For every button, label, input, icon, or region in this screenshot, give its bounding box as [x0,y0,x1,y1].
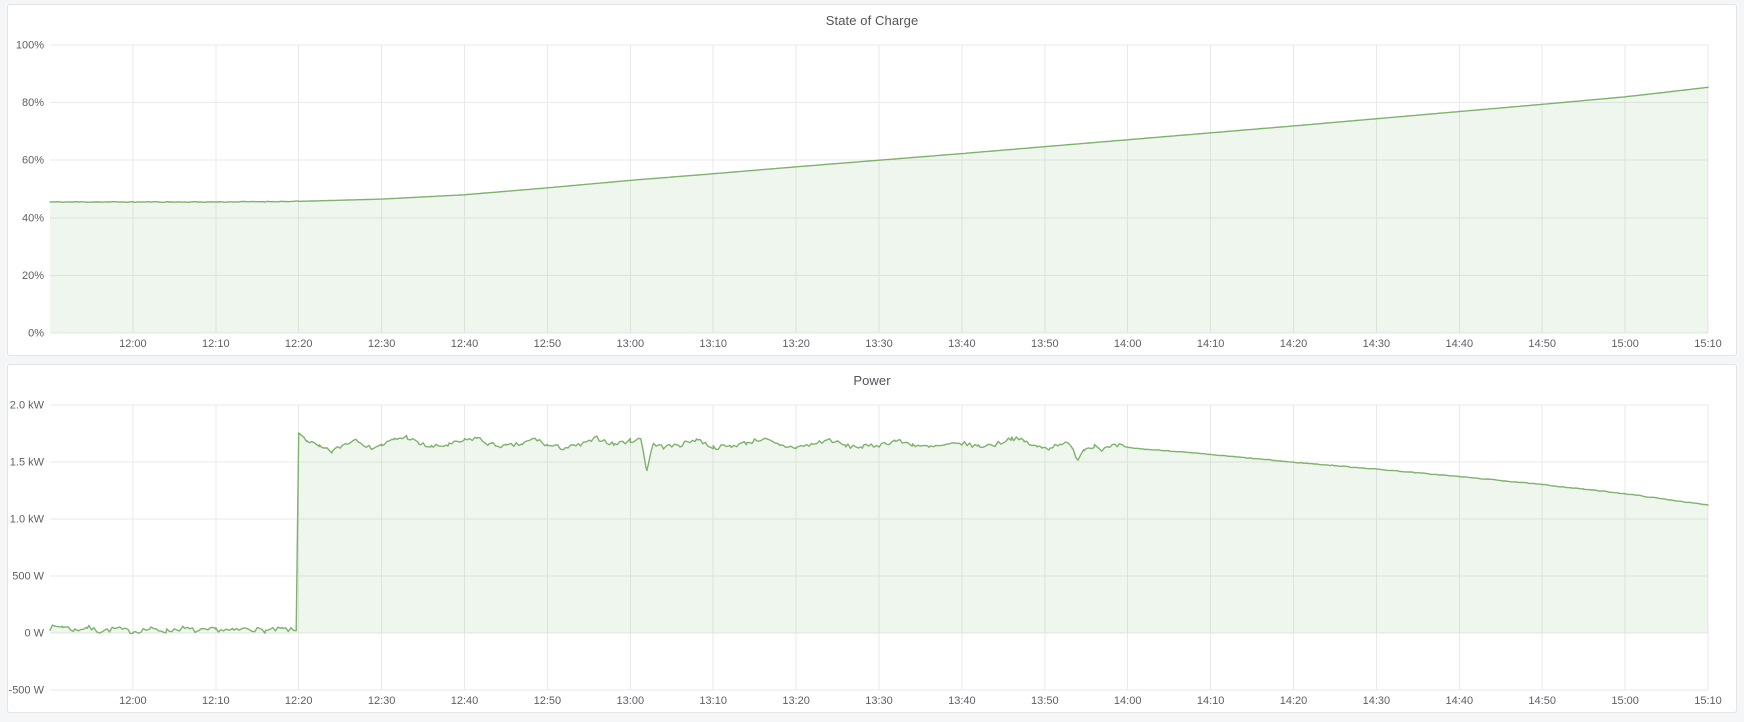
svg-text:14:30: 14:30 [1363,338,1391,350]
svg-text:1.5 kW: 1.5 kW [10,457,45,469]
svg-text:12:30: 12:30 [368,695,396,707]
svg-text:14:40: 14:40 [1446,338,1474,350]
svg-text:14:20: 14:20 [1280,695,1308,707]
svg-text:60%: 60% [22,155,44,167]
svg-text:0 W: 0 W [24,628,44,640]
svg-text:14:40: 14:40 [1446,695,1474,707]
svg-text:12:10: 12:10 [202,695,230,707]
svg-text:14:00: 14:00 [1114,338,1142,350]
svg-text:1.0 kW: 1.0 kW [10,514,45,526]
svg-text:13:10: 13:10 [699,695,727,707]
panel-title[interactable]: State of Charge [825,12,919,28]
svg-text:12:00: 12:00 [119,695,147,707]
svg-text:20%: 20% [22,270,44,282]
svg-text:100%: 100% [16,40,44,52]
svg-text:15:10: 15:10 [1694,338,1722,350]
svg-text:500 W: 500 W [12,571,44,583]
panel-header: State of Charge [8,5,1736,35]
svg-text:12:00: 12:00 [119,338,147,350]
svg-text:12:40: 12:40 [451,695,479,707]
svg-text:13:20: 13:20 [782,695,810,707]
svg-text:12:20: 12:20 [285,338,313,350]
svg-text:13:00: 13:00 [617,695,645,707]
panel-power: Power -500 W 0 W 500 W 1.0 kW 1.5 kW 2.0 kW 12… [7,364,1737,713]
svg-text:13:50: 13:50 [1031,338,1059,350]
svg-text:13:40: 13:40 [948,338,976,350]
svg-text:14:10: 14:10 [1197,695,1225,707]
power-chart-canvas[interactable]: -500 W 0 W 500 W 1.0 kW 1.5 kW 2.0 kW 12:00 12:… [8,395,1736,712]
svg-text:12:10: 12:10 [202,338,230,350]
svg-text:14:50: 14:50 [1528,338,1556,350]
svg-text:14:10: 14:10 [1197,338,1225,350]
panel-header: Power [8,365,1736,395]
svg-text:12:50: 12:50 [534,695,562,707]
svg-text:13:00: 13:00 [617,338,645,350]
state-of-charge-chart-canvas[interactable]: 0% 20% 40% 60% 80% 100% 12:00 12:10 12:20 12:30 12… [8,35,1736,355]
svg-text:14:00: 14:00 [1114,695,1142,707]
panel-title[interactable]: Power [853,372,891,388]
svg-text:12:30: 12:30 [368,338,396,350]
svg-text:2.0 kW: 2.0 kW [10,400,45,412]
svg-text:12:50: 12:50 [534,338,562,350]
svg-text:15:00: 15:00 [1611,695,1639,707]
svg-text:13:20: 13:20 [782,338,810,350]
svg-text:14:50: 14:50 [1528,695,1556,707]
svg-text:14:20: 14:20 [1280,338,1308,350]
svg-text:-500 W: -500 W [9,685,45,697]
svg-text:12:20: 12:20 [285,695,313,707]
svg-text:13:10: 13:10 [699,338,727,350]
svg-text:13:50: 13:50 [1031,695,1059,707]
svg-text:14:30: 14:30 [1363,695,1391,707]
svg-text:12:40: 12:40 [451,338,479,350]
svg-text:80%: 80% [22,97,44,109]
panel-state-of-charge: State of Charge 0% 20% 40% 60% 80% 100% 12:00 1… [7,4,1737,356]
svg-text:15:00: 15:00 [1611,338,1639,350]
svg-text:15:10: 15:10 [1694,695,1722,707]
svg-text:13:30: 13:30 [865,338,893,350]
svg-text:40%: 40% [22,212,44,224]
svg-text:13:40: 13:40 [948,695,976,707]
svg-text:13:30: 13:30 [865,695,893,707]
svg-text:0%: 0% [28,328,44,340]
